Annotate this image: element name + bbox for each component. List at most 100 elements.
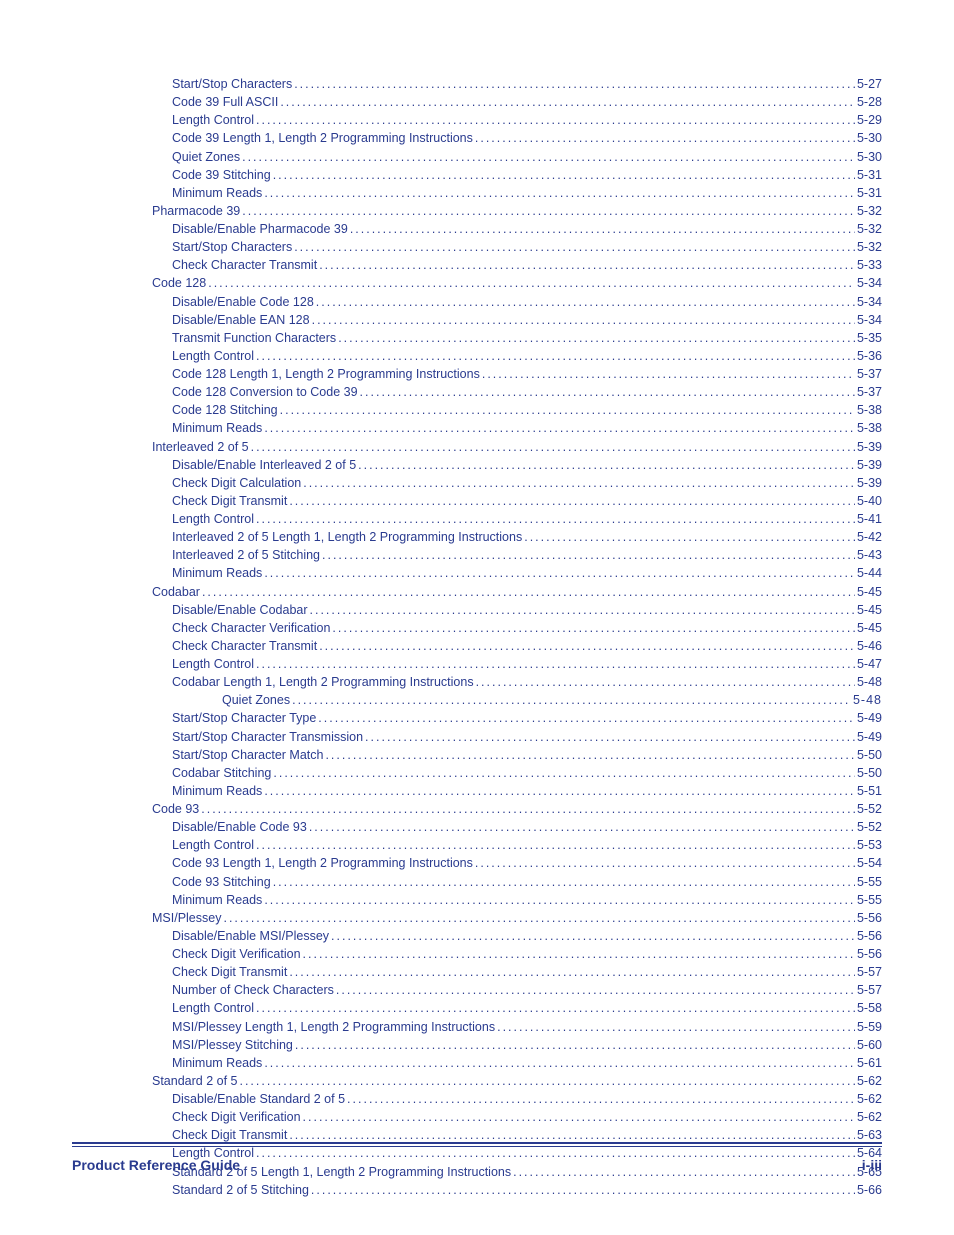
toc-leader-dots bbox=[251, 438, 855, 456]
toc-entry[interactable]: Interleaved 2 of 5 Length 1, Length 2 Pr… bbox=[72, 528, 882, 546]
toc-entry[interactable]: Number of Check Characters5-57 bbox=[72, 981, 882, 999]
toc-entry-page: 5-31 bbox=[857, 166, 882, 184]
toc-entry[interactable]: Length Control5-58 bbox=[72, 999, 882, 1017]
toc-entry[interactable]: Start/Stop Characters5-27 bbox=[72, 75, 882, 93]
footer-page-number: i-iii bbox=[862, 1157, 882, 1173]
toc-entry[interactable]: Code 1285-34 bbox=[72, 274, 882, 292]
toc-entry[interactable]: Check Digit Transmit5-40 bbox=[72, 492, 882, 510]
toc-entry[interactable]: MSI/Plessey5-56 bbox=[72, 909, 882, 927]
toc-entry-title: MSI/Plessey bbox=[152, 909, 221, 927]
toc-entry[interactable]: Check Character Verification5-45 bbox=[72, 619, 882, 637]
toc-entry-page: 5-66 bbox=[857, 1181, 882, 1199]
toc-entry[interactable]: Quiet Zones 5-48 bbox=[72, 691, 882, 709]
toc-entry[interactable]: Code 93 Stitching5-55 bbox=[72, 873, 882, 891]
toc-entry[interactable]: Codabar5-45 bbox=[72, 583, 882, 601]
toc-entry[interactable]: Minimum Reads5-31 bbox=[72, 184, 882, 202]
toc-entry[interactable]: Start/Stop Character Type5-49 bbox=[72, 709, 882, 727]
toc-leader-dots bbox=[347, 1090, 855, 1108]
toc-entry[interactable]: Interleaved 2 of 5 5-39 bbox=[72, 438, 882, 456]
toc-entry[interactable]: Code 128 Length 1, Length 2 Programming … bbox=[72, 365, 882, 383]
toc-entry-title: Check Character Verification bbox=[172, 619, 330, 637]
toc-entry[interactable]: Check Digit Verification5-56 bbox=[72, 945, 882, 963]
toc-entry[interactable]: Length Control5-36 bbox=[72, 347, 882, 365]
toc-entry-title: Interleaved 2 of 5 bbox=[152, 438, 249, 456]
toc-entry[interactable]: Length Control5-47 bbox=[72, 655, 882, 673]
toc-entry[interactable]: Pharmacode 395-32 bbox=[72, 202, 882, 220]
toc-leader-dots bbox=[264, 184, 855, 202]
toc-entry-page: 5-38 bbox=[857, 401, 882, 419]
toc-leader-dots bbox=[239, 1072, 854, 1090]
toc-entry[interactable]: Minimum Reads5-51 bbox=[72, 782, 882, 800]
toc-entry[interactable]: Length Control5-29 bbox=[72, 111, 882, 129]
toc-entry-title: Disable/Enable Codabar bbox=[172, 601, 308, 619]
toc-entry[interactable]: Disable/Enable MSI/Plessey5-56 bbox=[72, 927, 882, 945]
toc-entry[interactable]: Start/Stop Character Transmission5-49 bbox=[72, 728, 882, 746]
toc-entry[interactable]: Code 39 Length 1, Length 2 Programming I… bbox=[72, 129, 882, 147]
toc-entry-page: 5-45 bbox=[857, 601, 882, 619]
toc-entry[interactable]: Disable/Enable Pharmacode 395-32 bbox=[72, 220, 882, 238]
toc-entry[interactable]: Check Character Transmit5-46 bbox=[72, 637, 882, 655]
toc-entry[interactable]: Disable/Enable Standard 2 of 55-62 bbox=[72, 1090, 882, 1108]
toc-entry[interactable]: Minimum Reads5-55 bbox=[72, 891, 882, 909]
toc-entry-page: 5-50 bbox=[857, 746, 882, 764]
toc-entry[interactable]: Disable/Enable EAN 1285-34 bbox=[72, 311, 882, 329]
toc-entry-page: 5-46 bbox=[857, 637, 882, 655]
toc-entry[interactable]: Length Control5-41 bbox=[72, 510, 882, 528]
toc-entry[interactable]: Standard 2 of 55-62 bbox=[72, 1072, 882, 1090]
toc-leader-dots bbox=[331, 927, 855, 945]
toc-entry-title: Length Control bbox=[172, 347, 254, 365]
toc-entry-title: Number of Check Characters bbox=[172, 981, 334, 999]
toc-entry[interactable]: Length Control5-53 bbox=[72, 836, 882, 854]
toc-entry[interactable]: Code 39 Stitching5-31 bbox=[72, 166, 882, 184]
toc-leader-dots bbox=[208, 274, 855, 292]
toc-entry[interactable]: Standard 2 of 5 Stitching5-66 bbox=[72, 1181, 882, 1199]
toc-leader-dots bbox=[303, 474, 855, 492]
toc-entry-page: 5-55 bbox=[857, 873, 882, 891]
toc-entry[interactable]: Disable/Enable Code 1285-34 bbox=[72, 293, 882, 311]
toc-entry[interactable]: Check Digit Calculation5-39 bbox=[72, 474, 882, 492]
toc-entry[interactable]: Start/Stop Characters5-32 bbox=[72, 238, 882, 256]
toc-entry[interactable]: Code 935-52 bbox=[72, 800, 882, 818]
toc-leader-dots bbox=[360, 383, 855, 401]
toc-entry-title: Minimum Reads bbox=[172, 419, 262, 437]
toc-entry[interactable]: MSI/Plessey Length 1, Length 2 Programmi… bbox=[72, 1018, 882, 1036]
toc-entry[interactable]: Quiet Zones5-30 bbox=[72, 148, 882, 166]
toc-entry[interactable]: Minimum Reads5-38 bbox=[72, 419, 882, 437]
toc-entry[interactable]: Check Digit Verification5-62 bbox=[72, 1108, 882, 1126]
toc-entry-page: 5-29 bbox=[857, 111, 882, 129]
toc-entry-title: Disable/Enable EAN 128 bbox=[172, 311, 310, 329]
toc-entry[interactable]: Disable/Enable Interleaved 2 of 55-39 bbox=[72, 456, 882, 474]
toc-entry[interactable]: Code 128 Conversion to Code 395-37 bbox=[72, 383, 882, 401]
toc-entry[interactable]: Transmit Function Characters5-35 bbox=[72, 329, 882, 347]
toc-entry[interactable]: Code 93 Length 1, Length 2 Programming I… bbox=[72, 854, 882, 872]
toc-entry[interactable]: Check Character Transmit5-33 bbox=[72, 256, 882, 274]
toc-leader-dots bbox=[316, 293, 855, 311]
toc-entry-page: 5-39 bbox=[857, 438, 882, 456]
toc-entry-title: MSI/Plessey Stitching bbox=[172, 1036, 293, 1054]
toc-entry-page: 5-28 bbox=[857, 93, 882, 111]
toc-entry[interactable]: Start/Stop Character Match5-50 bbox=[72, 746, 882, 764]
toc-entry[interactable]: Code 128 Stitching5-38 bbox=[72, 401, 882, 419]
toc-entry[interactable]: Codabar Length 1, Length 2 Programming I… bbox=[72, 673, 882, 691]
toc-entry-page: 5-43 bbox=[857, 546, 882, 564]
toc-entry[interactable]: MSI/Plessey Stitching5-60 bbox=[72, 1036, 882, 1054]
toc-leader-dots bbox=[310, 601, 855, 619]
toc-entry[interactable]: Minimum Reads5-61 bbox=[72, 1054, 882, 1072]
toc-entry-page: 5-49 bbox=[857, 709, 882, 727]
toc-entry-title: Start/Stop Characters bbox=[172, 238, 292, 256]
toc-entry[interactable]: Disable/Enable Codabar 5-45 bbox=[72, 601, 882, 619]
toc-entry[interactable]: Disable/Enable Code 935-52 bbox=[72, 818, 882, 836]
toc-entry-title: Code 93 bbox=[152, 800, 199, 818]
toc-leader-dots bbox=[223, 909, 855, 927]
toc-entry[interactable]: Interleaved 2 of 5 Stitching5-43 bbox=[72, 546, 882, 564]
toc-entry[interactable]: Minimum Reads5-44 bbox=[72, 564, 882, 582]
toc-entry[interactable]: Codabar Stitching5-50 bbox=[72, 764, 882, 782]
toc-entry-page: 5-53 bbox=[857, 836, 882, 854]
footer-title: Product Reference Guide bbox=[72, 1157, 240, 1173]
toc-leader-dots bbox=[295, 1036, 855, 1054]
toc-entry-page: 5-62 bbox=[857, 1072, 882, 1090]
toc-entry[interactable]: Code 39 Full ASCII5-28 bbox=[72, 93, 882, 111]
table-of-contents: Start/Stop Characters5-27Code 39 Full AS… bbox=[72, 75, 882, 1199]
toc-entry[interactable]: Check Digit Transmit5-57 bbox=[72, 963, 882, 981]
toc-leader-dots bbox=[338, 329, 855, 347]
